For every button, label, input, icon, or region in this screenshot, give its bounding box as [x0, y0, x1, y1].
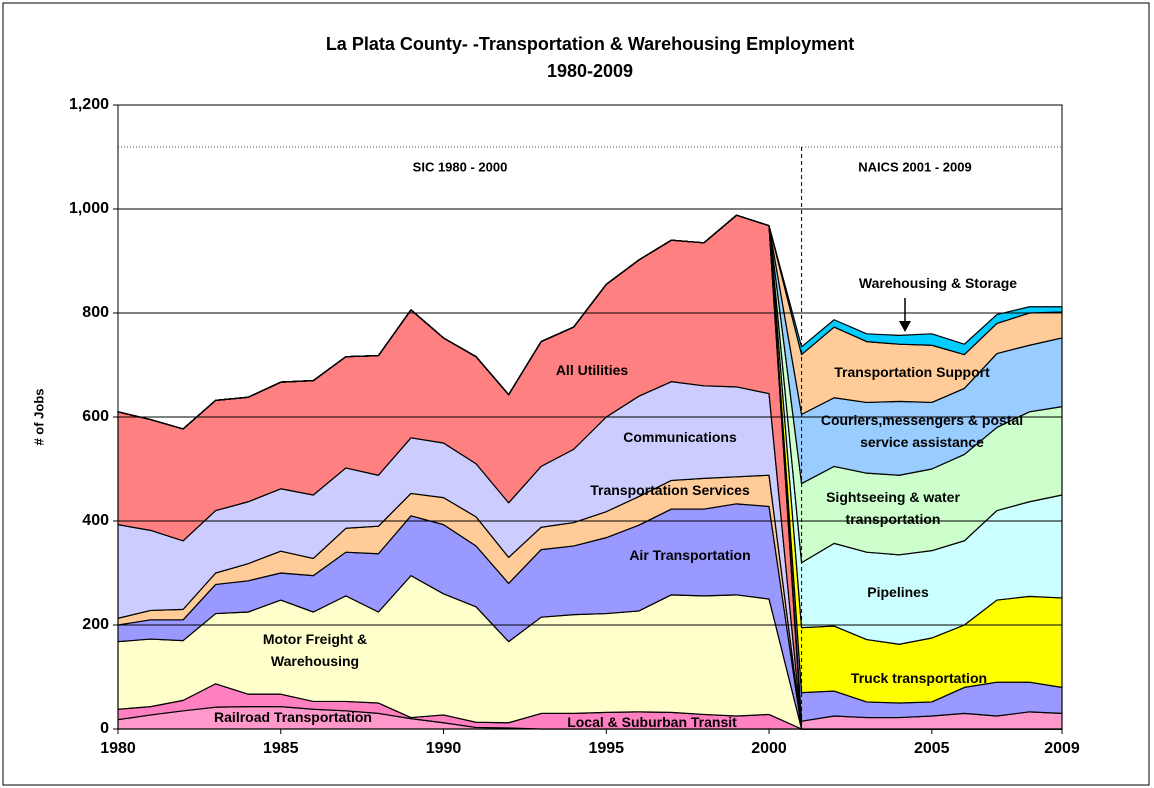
series-label: Local & Suburban Transit — [567, 714, 737, 730]
y-axis-label: # of Jobs — [31, 388, 46, 445]
series-label: Transportation Services — [590, 482, 750, 498]
chart-title: La Plata County- -Transportation & Wareh… — [326, 34, 854, 54]
chart-subtitle: 1980-2009 — [547, 61, 633, 81]
series-label: Pipelines — [867, 584, 929, 600]
annotation: SIC 1980 - 2000 — [413, 159, 508, 174]
x-tick-label: 1990 — [426, 740, 462, 757]
y-tick-label: 400 — [82, 512, 109, 529]
series-label: All Utilities — [555, 362, 629, 378]
x-tick-label: 1995 — [588, 740, 624, 757]
annotation: NAICS 2001 - 2009 — [858, 159, 971, 174]
x-tick-label: 1980 — [100, 740, 136, 757]
series-label: Air Transportation — [629, 547, 751, 563]
plot-border — [117, 104, 1063, 730]
series-label: Warehousing & Storage — [858, 275, 1018, 291]
series-label: Couriers,messengers & postal service ass… — [820, 412, 1024, 450]
series-label: Sightseeing & water transportation — [826, 489, 960, 527]
y-tick-label: 1,200 — [69, 96, 109, 113]
series-label: Transportation Support — [834, 364, 990, 380]
series-label: Motor Freight & Warehousing — [262, 631, 368, 669]
series-label: Railroad Transportation — [214, 709, 372, 725]
series-label: Truck transportation — [850, 670, 988, 686]
arrow-head — [899, 321, 911, 332]
series-label: Communications — [623, 429, 737, 445]
x-tick-label: 2000 — [751, 740, 787, 757]
y-tick-label: 800 — [82, 304, 109, 321]
x-tick-label: 1985 — [263, 740, 299, 757]
y-tick-label: 1,000 — [69, 200, 109, 217]
y-tick-label: 200 — [82, 616, 109, 633]
y-tick-label: 600 — [82, 408, 109, 425]
x-tick-label: 2005 — [914, 740, 950, 757]
x-tick-label: 2009 — [1044, 740, 1080, 757]
y-tick-label: 0 — [100, 720, 109, 737]
